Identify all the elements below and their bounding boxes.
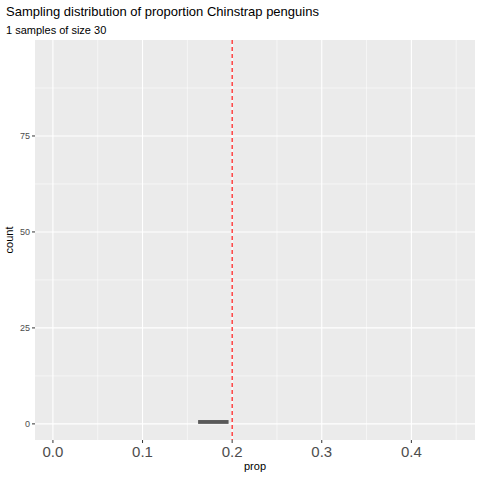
y-tick — [32, 423, 35, 424]
subtitle: 1 samples of size 30 — [6, 24, 106, 36]
reference-line — [232, 40, 233, 440]
minor-grid-y — [35, 279, 475, 280]
y-tick — [32, 135, 35, 136]
panel — [35, 40, 475, 440]
minor-grid-y — [35, 375, 475, 376]
y-tick — [32, 327, 35, 328]
minor-grid-y — [35, 183, 475, 184]
y-tick-label: 0 — [25, 419, 30, 429]
grid-x — [52, 40, 53, 440]
y-axis-title: count — [3, 227, 15, 254]
y-tick-label: 50 — [20, 227, 30, 237]
minor-grid-y — [35, 87, 475, 88]
title: Sampling distribution of proportion Chin… — [6, 4, 319, 19]
histogram-bar — [198, 420, 228, 424]
grid-y — [35, 423, 475, 424]
x-axis: 0.0 0.1 0.2 0.3 0.4 — [42, 440, 421, 460]
x-axis-title: prop — [244, 460, 266, 472]
chart-svg: 0.0 0.1 0.2 0.3 0.4 0 25 50 75 prop count Sampling … — [0, 0, 480, 480]
grid-y — [35, 135, 475, 136]
minor-grid-x — [456, 40, 457, 440]
minor-grid-x — [276, 40, 277, 440]
y-axis: 0 25 50 75 — [20, 131, 35, 429]
x-tick-label: 0.2 — [222, 443, 243, 460]
x-tick-label: 0.1 — [132, 443, 153, 460]
y-tick — [32, 231, 35, 232]
grid-y — [35, 327, 475, 328]
chart-root: 0.0 0.1 0.2 0.3 0.4 0 25 50 75 prop count Sampling … — [0, 0, 480, 480]
grid-y — [35, 231, 475, 232]
grid-x — [411, 40, 412, 440]
minor-grid-x — [97, 40, 98, 440]
minor-grid-x — [187, 40, 188, 440]
grid-x — [232, 40, 233, 440]
plot-area — [198, 40, 232, 440]
y-tick-label: 75 — [20, 131, 30, 141]
x-tick-label: 0.3 — [311, 443, 332, 460]
minor-grid-x — [366, 40, 367, 440]
grid-x — [142, 40, 143, 440]
x-tick-label: 0.0 — [42, 443, 63, 460]
x-tick-label: 0.4 — [401, 443, 422, 460]
y-tick-label: 25 — [20, 323, 30, 333]
grid-x — [321, 40, 322, 440]
grid — [35, 40, 475, 440]
